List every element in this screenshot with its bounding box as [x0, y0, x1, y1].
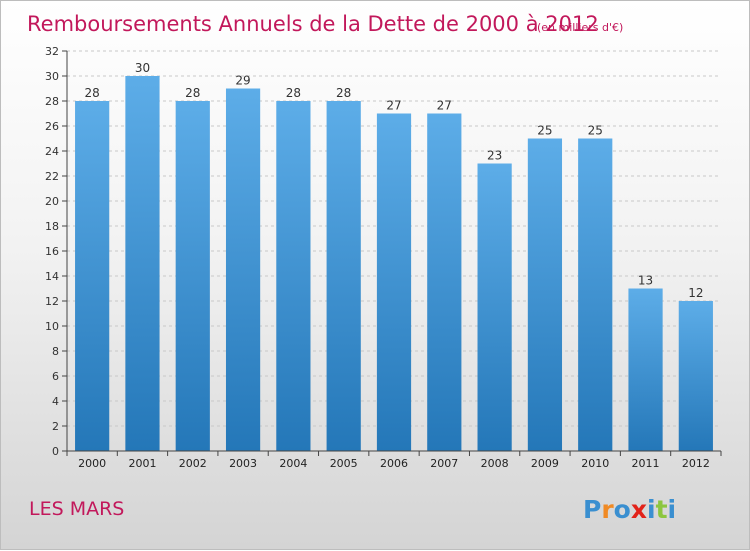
- y-tick-label: 0: [52, 445, 59, 458]
- bar-2005: [326, 101, 361, 451]
- y-tick-label: 6: [52, 370, 59, 383]
- y-tick-label: 24: [45, 145, 59, 158]
- bar-2004: [276, 101, 311, 451]
- y-tick-label: 4: [52, 395, 59, 408]
- x-axis: 2000 2001 2002 2003 2004 2005 2006 2007 2008 2009…: [66, 450, 722, 470]
- chart-title: Remboursements Annuels de la Dette de 20…: [27, 12, 599, 36]
- y-tick-label: 32: [45, 45, 59, 58]
- chart-subtitle: (en milliers d'€): [537, 21, 623, 34]
- y-tick-label: 20: [45, 195, 59, 208]
- y-tick-label: 12: [45, 295, 59, 308]
- x-tick-label-2006: 2006: [380, 457, 408, 470]
- y-tick-label: 30: [45, 70, 59, 83]
- y-tick-label: 16: [45, 245, 59, 258]
- bar-2002: [175, 101, 210, 451]
- city-name: LES MARS: [29, 498, 124, 520]
- y-tick-label: 8: [52, 345, 59, 358]
- bar-2012: [678, 301, 713, 451]
- y-tick-label: 22: [45, 170, 59, 183]
- bar-2011: [628, 288, 663, 451]
- data-label-2007: 27: [437, 99, 452, 113]
- data-label-2009: 25: [537, 124, 552, 138]
- data-label-2012: 12: [688, 286, 703, 300]
- data-label-2005: 28: [336, 86, 351, 100]
- logo-letter: i: [647, 495, 656, 524]
- data-label-2003: 29: [235, 74, 250, 88]
- data-label-2000: 28: [85, 86, 100, 100]
- logo-letter: i: [668, 495, 677, 524]
- logo-letter: r: [601, 495, 614, 524]
- data-label-2001: 30: [135, 61, 150, 75]
- data-label-2002: 28: [185, 86, 200, 100]
- x-tick-label-2011: 2011: [632, 457, 660, 470]
- y-tick-label: 2: [52, 420, 59, 433]
- logo-letter: o: [614, 495, 631, 524]
- logo-letter: x: [631, 495, 647, 524]
- x-tick-label-2007: 2007: [430, 457, 458, 470]
- x-tick-label-2004: 2004: [279, 457, 307, 470]
- proxiti-logo: Proxiti: [583, 495, 676, 524]
- data-label-2004: 28: [286, 86, 301, 100]
- data-label-2008: 23: [487, 149, 502, 163]
- y-tick-label: 28: [45, 95, 59, 108]
- x-tick-label-2012: 2012: [682, 457, 710, 470]
- x-tick-label-2001: 2001: [128, 457, 156, 470]
- x-tick-label-2003: 2003: [229, 457, 257, 470]
- bar-2001: [125, 76, 160, 451]
- y-tick-label: 18: [45, 220, 59, 233]
- bars: 28 30 28 29 28 28 27 27 23 25 25 13 12: [75, 61, 713, 451]
- bar-2010: [578, 138, 613, 451]
- x-tick-label-2002: 2002: [179, 457, 207, 470]
- data-label-2006: 27: [386, 99, 401, 113]
- bar-2006: [376, 113, 412, 451]
- x-tick-label-2005: 2005: [330, 457, 358, 470]
- bar-2003: [225, 88, 261, 451]
- y-tick-label: 14: [45, 270, 59, 283]
- y-tick-label: 10: [45, 320, 59, 333]
- bar-2009: [527, 138, 563, 451]
- logo-letter: P: [583, 495, 601, 524]
- data-label-2011: 13: [638, 274, 653, 288]
- bar-2000: [75, 101, 110, 451]
- bar-2007: [427, 113, 462, 451]
- x-tick-label-2000: 2000: [78, 457, 106, 470]
- bar-2008: [477, 163, 512, 451]
- x-tick-label-2008: 2008: [481, 457, 509, 470]
- x-tick-label-2010: 2010: [581, 457, 609, 470]
- data-label-2010: 25: [588, 124, 603, 138]
- y-tick-label: 26: [45, 120, 59, 133]
- logo-letter: t: [656, 495, 668, 524]
- x-tick-label-2009: 2009: [531, 457, 559, 470]
